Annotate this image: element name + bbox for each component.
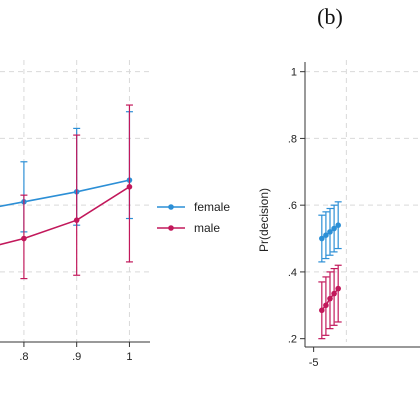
right-female-point xyxy=(323,232,329,239)
right-series xyxy=(318,201,342,340)
right-y-tick-label: .4 xyxy=(288,267,297,279)
left-x-tick-label: .9 xyxy=(72,351,81,363)
right-male-point xyxy=(335,285,341,292)
left-x-ticks: .8 .9 1 xyxy=(19,342,133,363)
right-female-point xyxy=(331,225,337,232)
right-female-point xyxy=(319,235,325,242)
legend-female-marker xyxy=(168,204,174,210)
chart-panel-left: .8 .9 1 female male xyxy=(0,60,230,363)
left-male-point xyxy=(73,217,80,223)
right-male-point xyxy=(331,290,337,297)
right-y-tick-label: .8 xyxy=(288,133,297,145)
left-male-point xyxy=(126,184,133,190)
left-series xyxy=(0,104,133,280)
chart-panel-right: .2 .4 .6 .8 1 -5 Pr(decision) xyxy=(257,60,420,369)
left-x-tick-label: .8 xyxy=(19,351,28,363)
right-female-point xyxy=(335,222,341,228)
right-male-point xyxy=(327,295,333,302)
right-y-axis-title: Pr(decision) xyxy=(257,188,271,252)
right-female-point xyxy=(327,229,333,235)
legend-male-marker xyxy=(168,225,174,231)
right-y-ticks: .2 .4 .6 .8 1 xyxy=(288,67,305,346)
right-male-point xyxy=(319,307,325,314)
right-y-tick-label: .6 xyxy=(288,200,297,212)
legend-female-label: female xyxy=(194,200,230,214)
panel-label-b: (b) xyxy=(317,4,343,29)
right-x-ticks: -5 xyxy=(309,347,319,369)
right-y-tick-label: .2 xyxy=(288,334,297,346)
legend-male-label: male xyxy=(194,221,220,235)
right-grid xyxy=(305,60,420,342)
right-y-tick-label: 1 xyxy=(291,67,297,79)
right-male-point xyxy=(323,302,329,309)
left-x-tick-label: 1 xyxy=(126,351,132,363)
legend: female male xyxy=(157,200,230,235)
left-male-point xyxy=(21,235,27,242)
right-x-tick-label: -5 xyxy=(309,357,319,369)
